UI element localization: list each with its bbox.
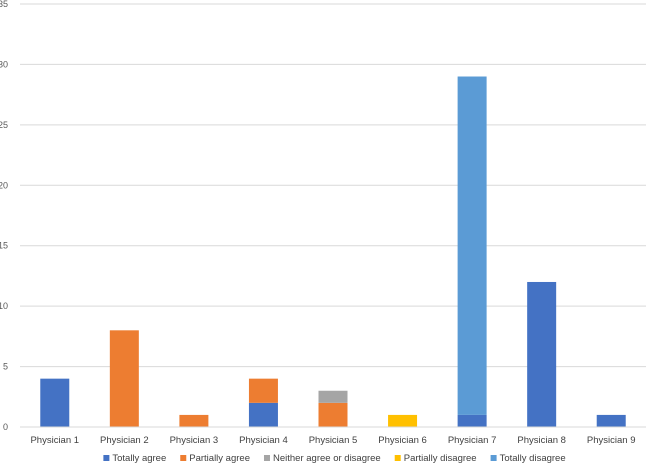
legend-item-partially-agree: Partially agree: [180, 453, 250, 464]
y-tick-label: 30: [0, 59, 8, 69]
bar-physician-7-totally-agree: [457, 414, 487, 427]
legend-item-partially-disagree: Partially disagree: [394, 453, 477, 464]
x-tick-label: Physician 9: [587, 435, 636, 446]
legend-swatch: [394, 455, 401, 461]
bar-physician-4-partially-agree: [248, 378, 278, 403]
legend-label: Partially disagree: [404, 453, 477, 464]
legend-swatch: [490, 455, 497, 461]
x-axis: Physician 1 Physician 2 Physician 3 Physici…: [20, 426, 646, 446]
y-tick-label: 10: [0, 301, 8, 311]
legend: Totally agree Partially agree Neither agre…: [103, 453, 566, 464]
bar-physician-7-totally-disagree: [457, 76, 487, 415]
bar-physician-5-neither-agree-or-disagree: [318, 390, 348, 403]
gridlines: [20, 3, 646, 368]
bar-physician-2-partially-agree: [109, 330, 139, 427]
bar-physician-6-partially-disagree: [388, 414, 418, 427]
legend-swatch: [263, 455, 270, 461]
bar-physician-9-totally-agree: [596, 414, 626, 427]
legend-label: Neither agree or disagree: [273, 453, 381, 464]
y-tick-label: 0: [3, 422, 8, 432]
legend-item-neither-agree-or-disagree: Neither agree or disagree: [263, 453, 381, 464]
legend-label: Totally disagree: [500, 453, 566, 464]
y-tick-label: 35: [0, 0, 8, 9]
y-tick-label: 25: [0, 120, 8, 130]
bar-physician-1-totally-agree: [40, 378, 70, 427]
legend-swatch: [180, 455, 187, 461]
x-tick-label: Physician 2: [100, 435, 149, 446]
x-tick-label: Physician 5: [309, 435, 358, 446]
x-tick-label: Physician 6: [378, 435, 427, 446]
legend-item-totally-disagree: Totally disagree: [490, 453, 566, 464]
x-tick-label: Physician 8: [517, 435, 566, 446]
y-tick-label: 15: [0, 241, 8, 251]
y-tick-label: 20: [0, 180, 8, 190]
bars: [40, 76, 626, 427]
y-axis-tick-labels: 0 5 10 15 20 25 30 35: [0, 0, 8, 432]
bar-physician-3-partially-agree: [179, 414, 209, 427]
y-tick-label: 5: [3, 362, 8, 372]
bar-physician-5-partially-agree: [318, 402, 348, 427]
bar-physician-4-totally-agree: [248, 402, 278, 427]
legend-label: Totally agree: [112, 453, 166, 464]
legend-label: Partially agree: [189, 453, 250, 464]
x-tick-label: Physician 1: [30, 435, 79, 446]
legend-item-totally-agree: Totally agree: [103, 453, 166, 464]
bar-physician-8-totally-agree: [527, 281, 557, 427]
x-tick-label: Physician 4: [239, 435, 288, 446]
legend-swatch: [103, 455, 110, 461]
x-tick-label: Physician 7: [448, 435, 497, 446]
x-tick-label: Physician 3: [170, 435, 219, 446]
